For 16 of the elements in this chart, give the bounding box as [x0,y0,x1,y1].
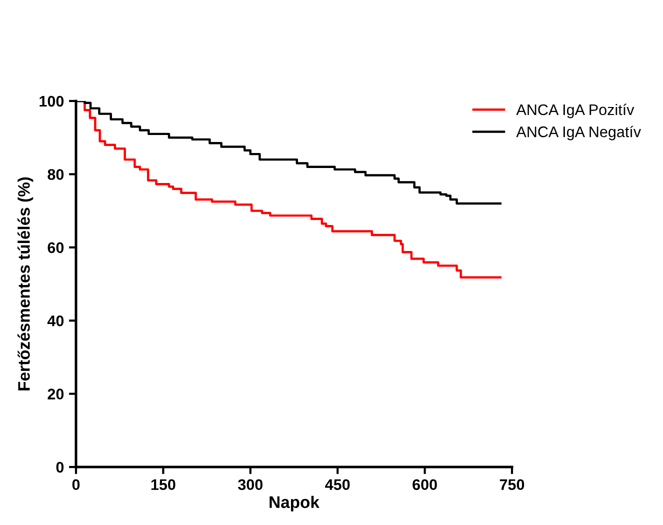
x-axis-title: Napok [270,496,320,512]
y-axis-title: Fertőzésmentes túlélés (%) [17,177,34,390]
x-tick-label: 150 [151,479,176,490]
x-tick-label: 300 [238,479,263,490]
y-tick-label: 20 [48,388,64,400]
legend-label: ANCA IgA Negatív [516,126,641,140]
y-tick-label: 0 [56,462,64,473]
x-tick-label: 600 [412,479,437,490]
y-tick-label: 80 [48,169,64,180]
x-tick-label: 750 [500,479,524,490]
y-tick-label: 40 [47,315,64,326]
x-tick-label: 450 [325,479,350,490]
y-tick-label: 100 [40,96,64,107]
y-tick-label: 60 [48,242,64,254]
x-tick-label: 0 [72,479,80,490]
legend-label: ANCA IgA Pozitív [516,104,634,118]
